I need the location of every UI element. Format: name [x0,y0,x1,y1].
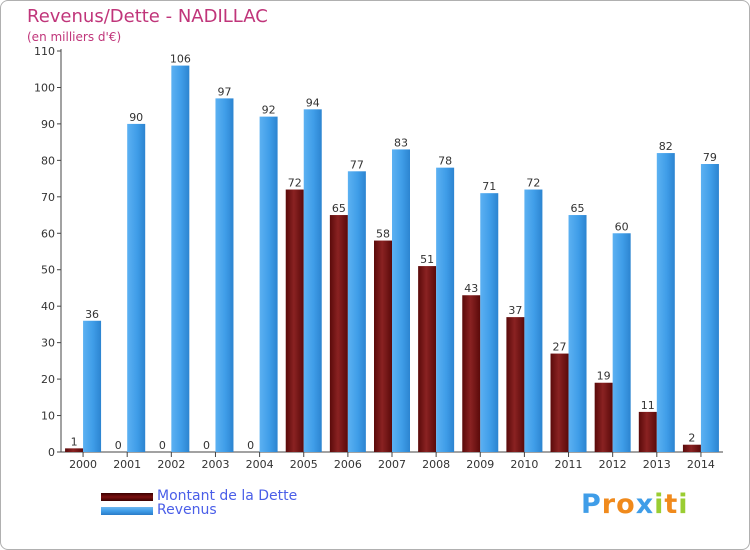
x-tick-label: 2006 [334,458,362,471]
debt-data-label: 65 [332,202,346,215]
logo-letter: x [635,489,655,520]
debt-bar [682,444,701,452]
logo-letter: o [616,489,636,520]
x-tick-label: 2003 [201,458,229,471]
x-tick-label: 2004 [246,458,274,471]
revenue-data-label: 90 [129,111,143,124]
logo-letter: P [581,489,602,520]
revenue-data-label: 94 [306,96,320,109]
y-tick-label: 70 [41,191,55,204]
revenue-data-label: 78 [438,155,452,168]
revenue-data-label: 82 [659,140,673,153]
debt-data-label: 0 [247,439,254,452]
debt-data-label: 1 [71,435,78,448]
debt-bar [638,411,657,452]
revenue-bar [568,215,587,452]
proxiti-logo: Proxiti [581,489,689,520]
revenue-data-label: 72 [526,177,540,190]
logo-letter: i [678,489,689,520]
debt-bar [285,189,304,452]
revenue-data-label: 71 [482,180,496,193]
y-tick-label: 80 [41,154,55,167]
y-tick-label: 0 [48,446,55,459]
debt-bar [329,215,348,452]
debt-data-label: 58 [376,228,390,241]
revenue-data-label: 92 [262,104,276,117]
x-tick-label: 2007 [378,458,406,471]
legend-swatch-debt [101,493,153,501]
y-tick-label: 100 [34,81,55,94]
debt-data-label: 19 [597,370,611,383]
debt-bar [594,382,613,452]
revenue-data-label: 60 [615,220,629,233]
x-tick-label: 2008 [422,458,450,471]
debt-data-label: 27 [553,341,567,354]
x-tick-label: 2005 [290,458,318,471]
revenue-bar [347,171,366,453]
debt-data-label: 0 [115,439,122,452]
x-tick-label: 2010 [510,458,538,471]
debt-bar [65,448,84,452]
logo-letter: r [601,489,617,520]
revenue-bar [127,123,146,452]
logo-letter: i [654,489,665,520]
logo-letter: t [664,489,679,520]
x-tick-label: 2000 [69,458,97,471]
revenue-data-label: 106 [170,53,191,66]
revenue-bar [612,233,631,452]
revenue-bar [392,149,410,452]
legend-label-revenue: Revenus [157,502,217,518]
y-tick-label: 30 [41,337,55,350]
revenue-data-label: 97 [217,85,231,98]
x-tick-label: 2013 [643,458,671,471]
revenue-bar [480,193,499,452]
x-tick-label: 2001 [113,458,141,471]
revenue-bar [171,65,190,452]
x-tick-label: 2011 [555,458,583,471]
revenue-bar [215,98,234,453]
revenue-data-label: 77 [350,158,364,171]
revenue-bar [436,167,455,452]
x-tick-label: 2009 [466,458,494,471]
chart-subtitle: (en milliers d'€) [27,30,122,44]
debt-data-label: 2 [688,432,695,445]
x-tick-label: 2014 [687,458,715,471]
revenue-data-label: 83 [394,136,408,149]
debt-data-label: 11 [641,399,655,412]
x-tick-label: 2012 [599,458,627,471]
revenue-data-label: 65 [571,202,585,215]
debt-data-label: 0 [159,439,166,452]
debt-data-label: 51 [420,253,434,266]
revenue-bar [656,153,675,452]
y-tick-label: 90 [41,118,55,131]
x-tick-label: 2002 [157,458,185,471]
debt-data-label: 0 [203,439,210,452]
revenue-bar [700,164,719,452]
chart-title: Revenus/Dette - NADILLAC [27,6,268,27]
debt-bar [506,317,525,452]
revenue-bar [524,189,543,452]
revenue-bar [303,109,322,452]
revenue-data-label: 36 [85,308,99,321]
y-tick-label: 10 [41,410,55,423]
y-tick-label: 20 [41,373,55,386]
debt-data-label: 37 [508,304,522,317]
debt-bar [462,295,481,452]
debt-bar [374,240,392,452]
debt-bar [550,353,569,452]
y-tick-label: 40 [41,300,55,313]
debt-data-label: 72 [288,177,302,190]
y-tick-label: 110 [34,45,55,58]
y-tick-label: 50 [41,264,55,277]
revenue-bar [259,116,278,453]
revenue-bar [83,320,102,452]
revenue-data-label: 79 [703,151,717,164]
legend-swatch-revenue [101,507,153,515]
debt-data-label: 43 [464,282,478,295]
y-tick-label: 60 [41,227,55,240]
legend-label-debt: Montant de la Dette [157,488,298,504]
debt-bar [418,266,437,452]
